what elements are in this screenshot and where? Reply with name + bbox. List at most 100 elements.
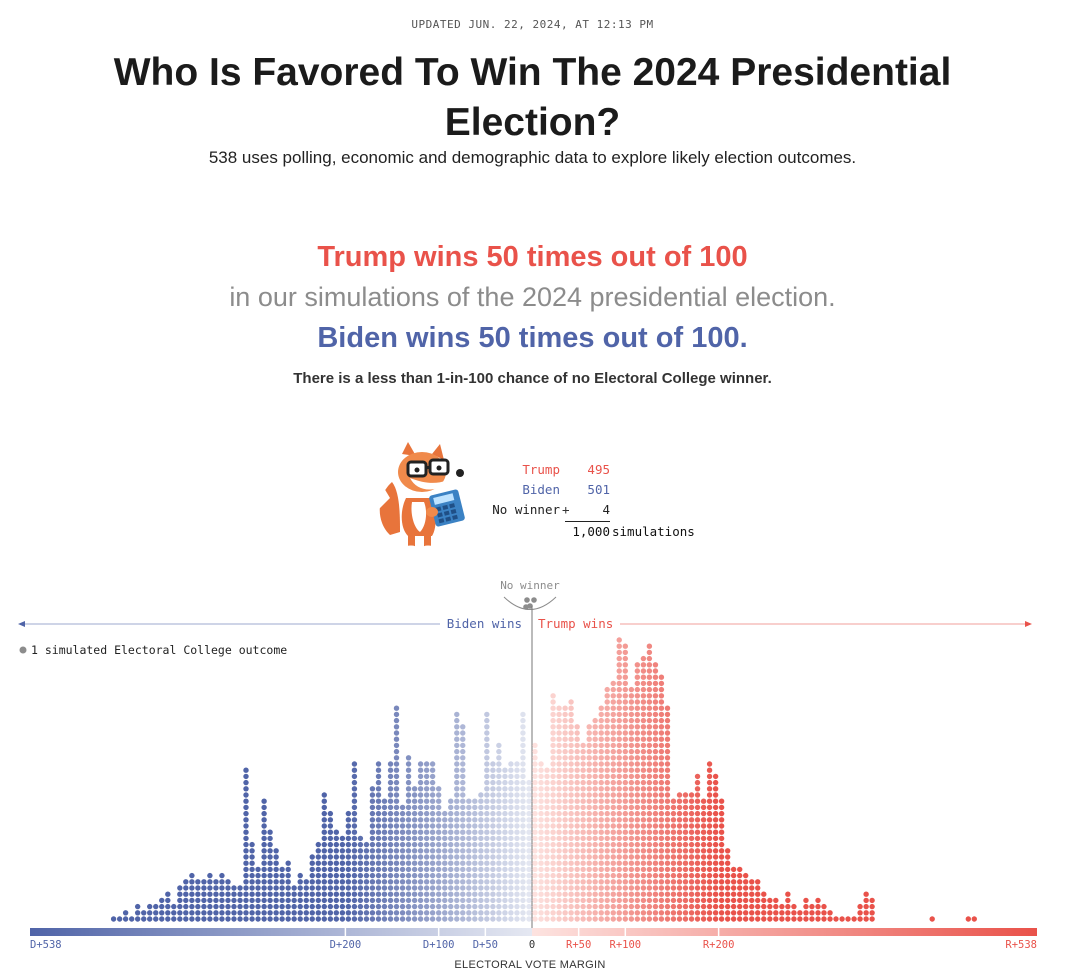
simulation-dot	[442, 866, 448, 873]
simulation-dot	[411, 798, 418, 804]
simulation-dot	[568, 885, 574, 891]
simulation-dot	[345, 854, 352, 860]
simulation-dot	[442, 910, 448, 916]
simulation-dot	[718, 835, 725, 842]
simulation-dot	[508, 804, 514, 811]
simulation-dot	[333, 891, 340, 897]
simulation-dot	[646, 792, 653, 798]
simulation-dot	[520, 848, 526, 854]
simulation-dot	[339, 891, 346, 897]
simulation-dot	[405, 755, 412, 761]
simulation-dot	[815, 897, 821, 904]
simulation-dot	[568, 798, 574, 804]
simulation-dot	[586, 798, 592, 804]
simulation-dot	[393, 872, 400, 879]
simulation-dot	[249, 916, 255, 922]
simulation-dot	[737, 891, 743, 897]
simulation-dot	[568, 848, 574, 854]
simulation-dot	[387, 767, 394, 773]
simulation-dot	[688, 860, 695, 866]
simulation-dot	[628, 711, 635, 718]
simulation-dot	[544, 767, 550, 773]
simulation-dot	[646, 804, 653, 811]
simulation-dot	[321, 903, 327, 910]
simulation-dot	[863, 916, 869, 922]
simulation-dot	[628, 860, 635, 866]
simulation-dot	[640, 662, 647, 668]
simulation-dot	[580, 798, 586, 804]
simulation-dot	[429, 903, 436, 910]
simulation-dot	[339, 866, 346, 873]
simulation-dot	[604, 798, 610, 804]
simulation-dot	[610, 891, 616, 897]
simulation-dot	[393, 885, 400, 891]
x-axis-title: ELECTORAL VOTE MARGIN	[454, 959, 606, 971]
simulation-dot	[351, 885, 358, 891]
simulation-dot	[520, 817, 526, 823]
simulation-dot	[568, 903, 574, 910]
simulation-dot	[345, 841, 352, 848]
simulation-dot	[363, 872, 370, 879]
simulation-dot	[749, 903, 755, 910]
simulation-dot	[664, 804, 671, 811]
simulation-dot	[664, 724, 671, 730]
simulation-dot	[417, 879, 424, 885]
simulation-dot	[333, 872, 340, 879]
simulation-dot	[484, 773, 490, 780]
simulation-dot	[652, 810, 659, 817]
simulation-dot	[339, 879, 346, 885]
simulation-dot	[466, 860, 472, 866]
simulation-dot	[646, 810, 653, 817]
simulation-dot	[604, 860, 610, 866]
simulation-dot	[496, 848, 502, 854]
simulation-dot	[712, 872, 719, 879]
simulation-dot	[496, 792, 502, 798]
simulation-dot	[610, 910, 616, 916]
simulation-dot	[478, 860, 484, 866]
simulation-dot	[724, 872, 731, 879]
simulation-dot	[490, 916, 496, 922]
simulation-dot	[712, 879, 719, 885]
simulation-dot	[514, 823, 520, 829]
simulation-dot	[478, 854, 484, 860]
simulation-dot	[616, 810, 622, 817]
simulation-dot	[592, 885, 598, 891]
simulation-dot	[429, 767, 436, 773]
simulation-dot	[616, 730, 622, 736]
simulation-dot	[730, 885, 737, 891]
simulation-dot	[610, 804, 616, 811]
simulation-dot	[478, 823, 484, 829]
simulation-dot	[435, 786, 442, 792]
simulation-dot	[737, 885, 743, 891]
simulation-dot	[658, 693, 665, 699]
simulation-dot	[646, 854, 653, 860]
simulation-dot	[598, 854, 604, 860]
simulation-dot	[658, 792, 665, 798]
simulation-dot	[550, 730, 556, 736]
simulation-dot	[472, 866, 478, 873]
simulation-dot	[393, 854, 400, 860]
simulation-dot	[562, 823, 568, 829]
simulation-dot	[604, 848, 610, 854]
simulation-dot	[592, 903, 598, 910]
simulation-dot	[478, 848, 484, 854]
simulation-dot	[628, 755, 635, 761]
simulation-dot	[628, 779, 635, 786]
simulation-dot	[484, 761, 490, 767]
simulation-dot	[399, 879, 406, 885]
simulation-dot	[562, 866, 568, 873]
simulation-dot	[863, 891, 869, 897]
simulation-dot	[634, 879, 641, 885]
simulation-dot	[520, 823, 526, 829]
simulation-dot	[411, 860, 418, 866]
simulation-dot	[670, 823, 677, 829]
simulation-dot	[628, 693, 635, 699]
simulation-dot	[616, 786, 622, 792]
simulation-dot	[598, 792, 604, 798]
simulation-dot	[454, 835, 460, 842]
simulation-dot	[393, 841, 400, 848]
simulation-dot	[273, 854, 279, 860]
simulation-dot	[742, 897, 749, 904]
simulation-dot	[237, 885, 243, 891]
simulation-dot	[592, 742, 598, 749]
